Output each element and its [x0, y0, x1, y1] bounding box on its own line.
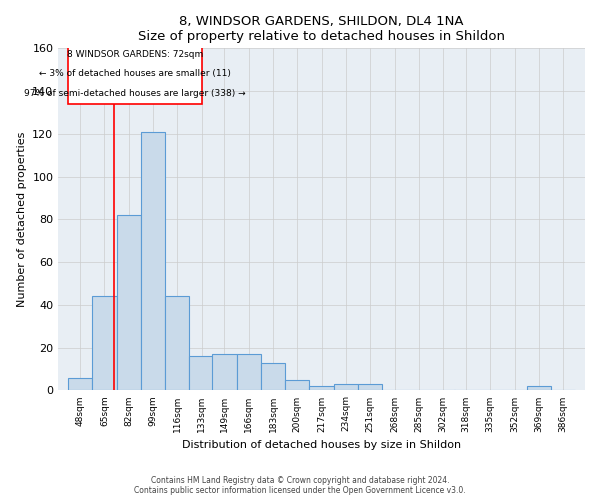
Bar	[68, 378, 92, 390]
Text: 8 WINDSOR GARDENS: 72sqm: 8 WINDSOR GARDENS: 72sqm	[67, 50, 203, 58]
Bar	[527, 386, 551, 390]
Bar	[236, 354, 261, 391]
Text: 97% of semi-detached houses are larger (338) →: 97% of semi-detached houses are larger (…	[24, 90, 245, 98]
Bar	[212, 354, 236, 391]
Text: Contains HM Land Registry data © Crown copyright and database right 2024.
Contai: Contains HM Land Registry data © Crown c…	[134, 476, 466, 495]
Y-axis label: Number of detached properties: Number of detached properties	[17, 132, 27, 307]
Bar	[92, 296, 116, 390]
Bar	[334, 384, 358, 390]
X-axis label: Distribution of detached houses by size in Shildon: Distribution of detached houses by size …	[182, 440, 461, 450]
Text: ← 3% of detached houses are smaller (11): ← 3% of detached houses are smaller (11)	[39, 70, 231, 78]
Bar	[358, 384, 382, 390]
Bar	[285, 380, 310, 390]
Bar	[261, 362, 285, 390]
Bar	[116, 215, 141, 390]
Bar	[190, 356, 214, 390]
Title: 8, WINDSOR GARDENS, SHILDON, DL4 1NA
Size of property relative to detached house: 8, WINDSOR GARDENS, SHILDON, DL4 1NA Siz…	[138, 15, 505, 43]
FancyBboxPatch shape	[68, 44, 202, 104]
Bar	[165, 296, 190, 390]
Bar	[310, 386, 334, 390]
Bar	[141, 132, 165, 390]
